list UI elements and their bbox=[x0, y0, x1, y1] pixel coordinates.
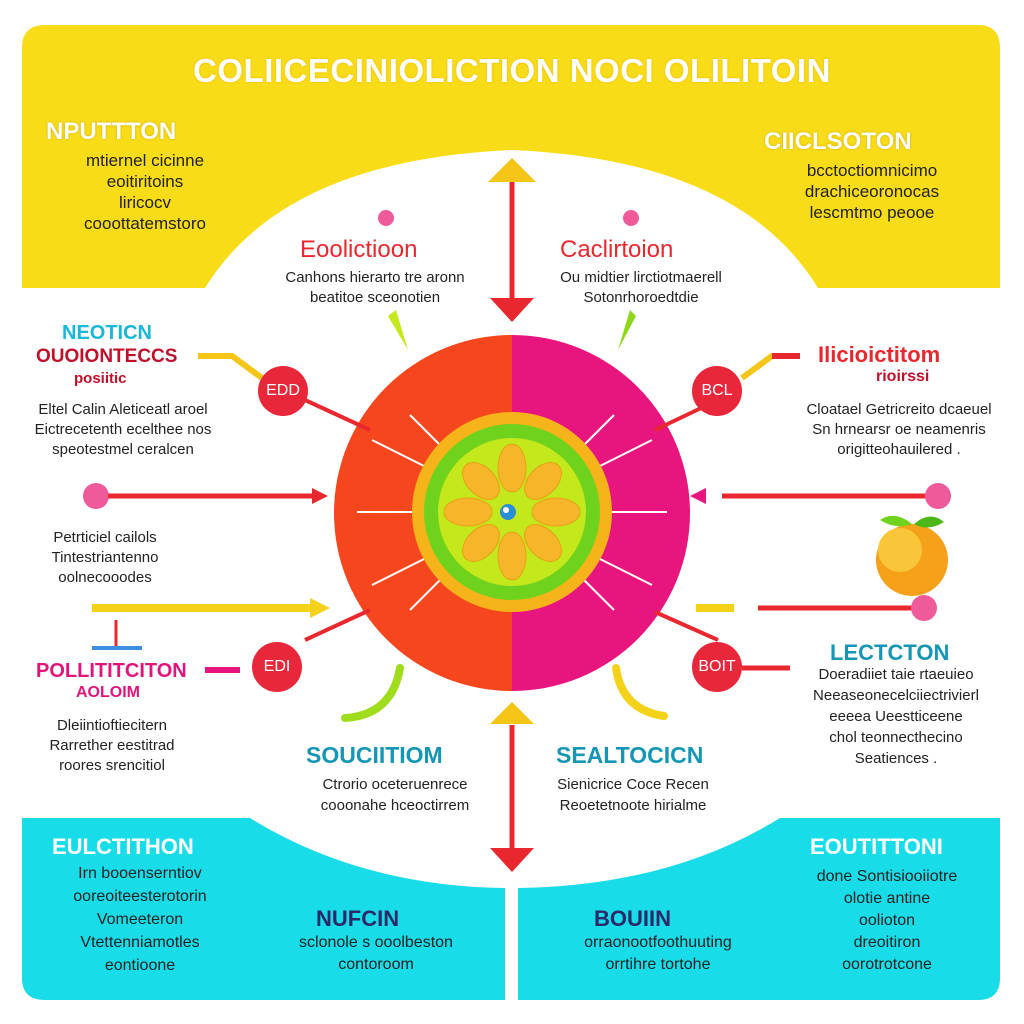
text-line: oolioton bbox=[858, 912, 916, 929]
text-line: Irn booenserntiov bbox=[78, 865, 202, 882]
left-arrow-2 bbox=[92, 598, 330, 618]
bottom-left-text: Irn booenserntiov ooreoiteesterotorin Vo… bbox=[40, 862, 240, 977]
bottom-right-text: done Sontisiooiiotre olotie antine oolio… bbox=[790, 866, 984, 976]
bottom-cyan-panel bbox=[22, 818, 505, 1000]
bottom-right-heading: EOUTITTONI bbox=[810, 834, 943, 859]
text-line: orraonootfoothuuting bbox=[584, 934, 732, 951]
text-line: Reoetetnoote hirialme bbox=[559, 797, 707, 814]
lower-right-heading: SEALTOCICN bbox=[556, 742, 704, 768]
bottom-center-right-heading: BOUIIN bbox=[594, 906, 671, 931]
left-mid-subheading: OUOIONTECCS bbox=[36, 346, 178, 367]
text-line: speotestmel ceralcen bbox=[52, 441, 194, 458]
right-mid-heading: Ilicioictitom bbox=[818, 342, 941, 367]
top-yellow-panel bbox=[22, 25, 1000, 288]
lower-right-text: Sienicrice Coce Recen Reoetetnoote hiria… bbox=[528, 774, 738, 816]
text-line: roores srencitiol bbox=[59, 757, 165, 774]
text-line: Seatiences . bbox=[854, 750, 938, 767]
text-line: ooreoiteesterotorin bbox=[73, 888, 207, 905]
top-right-heading: CIICLSOTON bbox=[764, 128, 912, 155]
upper-left-heading: Eoolictioon bbox=[300, 236, 418, 263]
right-mid-text: Cloatael Getricreito dcaeuel Sn hrnearsr… bbox=[796, 400, 1002, 460]
left-bottom-heading: POLLITITCITON bbox=[36, 660, 187, 682]
badge-left-upper: EDD bbox=[258, 366, 308, 416]
text-line: oolnecooodes bbox=[58, 569, 152, 586]
upper-left-text: Canhons hierarto tre aronn beatitoe sceo… bbox=[270, 268, 480, 308]
text-line: Doeradiiet taie rtaeuieo bbox=[818, 666, 974, 683]
left-lower-text: Petrticiel cailols Tintestriantenno ooln… bbox=[20, 528, 190, 588]
text-line: Canhons hierarto tre aronn bbox=[285, 269, 465, 286]
text-line: Sienicrice Coce Recen bbox=[557, 776, 709, 793]
left-mid-text: Eltel Calin Aleticeatl aroel Eictreceten… bbox=[12, 400, 234, 460]
text-line: oorotrotcone bbox=[842, 956, 932, 973]
left-bottom-text: Dleiintioftiecitern Rarrether eestitrad … bbox=[22, 716, 202, 776]
text-line: Petrticiel cailols bbox=[53, 529, 157, 546]
bottom-center-left-text: sclonole s ooolbeston contoroom bbox=[256, 932, 496, 976]
upper-right-heading: Caclirtoion bbox=[560, 236, 674, 263]
text-line: liricocv bbox=[119, 193, 171, 212]
bottom-center-right-text: orraonootfoothuuting orrtihre tortohe bbox=[540, 932, 776, 976]
text-line: Sn hrnearsr oe neamenris bbox=[812, 421, 986, 438]
text-line: Rarrether eestitrad bbox=[49, 737, 175, 754]
bottom-vertical-arrow bbox=[490, 702, 534, 872]
text-line: Ou midtier lirctiotmaerell bbox=[560, 269, 722, 286]
text-line: Ctrorio oceteruenrece bbox=[322, 776, 468, 793]
bottom-center-left-heading: NUFCIN bbox=[316, 906, 400, 931]
peach-icon bbox=[876, 515, 948, 596]
text-line: lescmtmo peooe bbox=[809, 203, 935, 222]
text-line: contoroom bbox=[338, 956, 414, 973]
badge-right-upper: BCL bbox=[692, 366, 742, 416]
badge-left-lower: EDI bbox=[252, 642, 302, 692]
text-line: Neeaseonecelciiectrivierl bbox=[813, 687, 979, 704]
right-arrow-1 bbox=[690, 483, 951, 509]
right-mid-subheading: rioirssi bbox=[876, 368, 930, 385]
left-mid-small: posiitic bbox=[74, 370, 127, 387]
text-line: orrtihre tortohe bbox=[605, 956, 711, 973]
top-vertical-arrow bbox=[488, 158, 536, 322]
text-line: sclonole s ooolbeston bbox=[299, 934, 453, 951]
top-right-text: bcctoctiomnicimo drachiceoronocas lescmt… bbox=[772, 160, 972, 223]
text-line: chol teonnecthecino bbox=[829, 729, 963, 746]
text-line: done Sontisiooiiotre bbox=[816, 868, 958, 885]
right-arrow-2 bbox=[696, 595, 937, 621]
text-line: Sotonrhoroedtdie bbox=[583, 289, 699, 306]
text-line: Eictrecetenth ecelthee nos bbox=[34, 421, 212, 438]
text-line: beatitoe sceonotien bbox=[309, 289, 441, 306]
lower-left-text: Ctrorio oceteruenrece cooonahe hceoctirr… bbox=[290, 774, 500, 816]
text-line: drachiceoronocas bbox=[804, 182, 940, 201]
text-line: Eltel Calin Aleticeatl aroel bbox=[38, 401, 208, 418]
bottom-left-heading: EULCTITHON bbox=[52, 834, 194, 859]
text-line: bcctoctiomnicimo bbox=[806, 161, 938, 180]
text-line: eontioone bbox=[104, 957, 176, 974]
text-line: origitteohauilered . bbox=[837, 441, 961, 458]
badge-right-lower: BOIT bbox=[692, 642, 742, 692]
lower-left-heading: SOUCIITIOM bbox=[306, 742, 443, 768]
text-line: eeeea Ueestticeene bbox=[829, 708, 963, 725]
text-line: cooottatemstoro bbox=[84, 214, 206, 233]
upper-right-text: Ou midtier lirctiotmaerell Sotonrhoroedt… bbox=[536, 268, 746, 308]
top-left-heading: NPUTTTON bbox=[46, 118, 177, 145]
text-line: dreoitiron bbox=[853, 934, 921, 951]
left-bottom-subheading: AOLOIM bbox=[76, 684, 140, 701]
text-line: Vomeeteron bbox=[96, 911, 184, 928]
bottom-cyan-panel-right bbox=[518, 818, 1000, 1000]
right-bottom-heading: LECTCTON bbox=[830, 640, 950, 665]
left-arrow-1 bbox=[83, 483, 328, 509]
text-line: eoitiritoins bbox=[106, 172, 184, 191]
page-title: COLIICECINIOLICTION NOCI OLILITOIN bbox=[193, 52, 831, 89]
top-left-text: mtiernel cicinne eoitiritoins liricocv c… bbox=[40, 150, 250, 234]
central-citrus-icon bbox=[412, 412, 612, 612]
text-line: Vtettenniamotles bbox=[80, 934, 200, 951]
text-line: mtiernel cicinne bbox=[85, 151, 205, 170]
right-bottom-text: Doeradiiet taie rtaeuieo Neeaseonecelcii… bbox=[800, 664, 992, 769]
text-line: olotie antine bbox=[843, 890, 931, 907]
text-line: cooonahe hceoctirrem bbox=[320, 797, 470, 814]
text-line: Cloatael Getricreito dcaeuel bbox=[806, 401, 992, 418]
left-mid-heading: NEOTICN bbox=[62, 322, 152, 344]
text-line: Dleiintioftiecitern bbox=[56, 717, 168, 734]
text-line: Tintestriantenno bbox=[51, 549, 159, 566]
